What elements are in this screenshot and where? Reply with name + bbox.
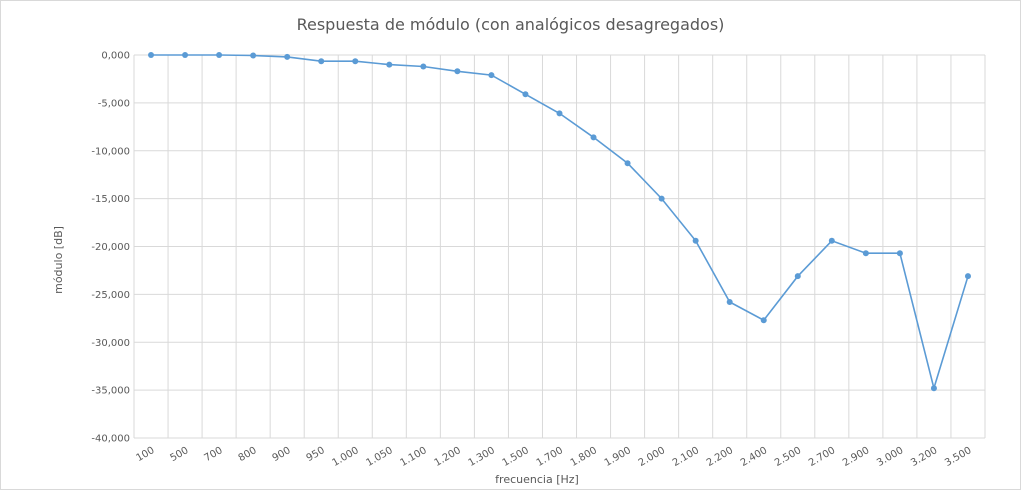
data-point: [590, 134, 597, 141]
x-tick-label: 1.050: [364, 445, 394, 469]
data-point: [896, 250, 903, 257]
data-point: [488, 72, 495, 79]
y-tick-label: -25,000: [91, 290, 130, 301]
series-line: [151, 54, 969, 392]
grid: [133, 54, 986, 439]
x-tick-label: 1.300: [467, 445, 497, 469]
x-tick-label: 1.900: [603, 445, 633, 469]
data-point: [284, 53, 291, 60]
data-point: [250, 52, 257, 59]
x-tick-label: 2.400: [739, 445, 769, 469]
data-point: [794, 273, 801, 280]
x-tick-label: 2.100: [671, 445, 701, 469]
x-tick-label: 1.100: [399, 445, 429, 469]
x-tick-label: 1.800: [569, 445, 599, 469]
x-tick-label: 3.200: [909, 445, 939, 469]
x-axis-label: frecuencia [Hz]: [495, 473, 579, 486]
x-tick-label: 2.200: [705, 445, 735, 469]
x-tick-label: 500: [169, 445, 191, 464]
data-point: [964, 273, 971, 280]
data-point: [454, 68, 461, 75]
y-tick-label: 0,000: [101, 51, 130, 62]
data-point: [352, 58, 359, 65]
x-tick-label: 950: [305, 445, 327, 464]
data-point: [216, 52, 223, 58]
x-tick-label: 3.000: [875, 445, 905, 469]
x-tick-label: 3.500: [943, 445, 973, 469]
x-tick-label: 1.000: [330, 445, 360, 469]
data-point: [386, 61, 393, 68]
y-tick-label: -15,000: [91, 194, 130, 205]
y-axis-ticks: 0,000 -5,000 -10,000 -15,000 -20,000 -25,000 -…: [91, 51, 130, 445]
data-point: [692, 237, 699, 244]
x-tick-label: 2.700: [807, 445, 837, 469]
chart-title: Respuesta de módulo (con analógicos desa…: [296, 15, 725, 34]
series: [148, 52, 971, 392]
data-point: [522, 91, 529, 98]
data-point: [828, 237, 835, 244]
y-axis-label: módulo [dB]: [52, 226, 65, 294]
y-tick-label: -30,000: [91, 338, 130, 349]
y-tick-label: -40,000: [91, 434, 130, 445]
y-tick-label: -20,000: [91, 242, 130, 253]
data-point: [930, 385, 937, 392]
x-tick-label: 1.700: [535, 445, 565, 469]
x-tick-label: 700: [203, 445, 225, 464]
y-tick-label: -10,000: [91, 146, 130, 157]
data-point: [624, 160, 631, 167]
x-tick-label: 2.500: [773, 445, 803, 469]
y-tick-label: -5,000: [98, 98, 130, 109]
data-point: [862, 250, 869, 257]
x-axis-ticks: 100 500 700 800 900 950 1.000 1.050 1.100 1.200 1.…: [134, 445, 973, 469]
data-point: [318, 58, 325, 65]
x-tick-label: 2.900: [841, 445, 871, 469]
x-tick-label: 800: [237, 445, 259, 464]
data-point: [148, 52, 155, 58]
data-point: [726, 299, 733, 306]
data-point: [420, 63, 427, 70]
x-tick-label: 2.000: [637, 445, 667, 469]
x-tick-label: 1.200: [433, 445, 463, 469]
y-tick-label: -35,000: [91, 386, 130, 397]
data-point: [556, 110, 563, 117]
data-point: [182, 52, 189, 58]
x-tick-label: 100: [134, 445, 156, 464]
data-point: [760, 317, 767, 324]
data-point: [658, 195, 665, 202]
x-tick-label: 1.500: [501, 445, 531, 469]
x-tick-label: 900: [271, 445, 293, 464]
